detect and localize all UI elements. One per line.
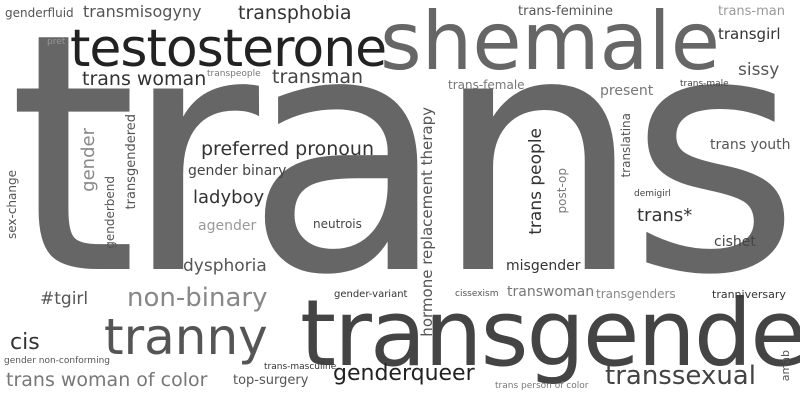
- word-trans-female: trans-female: [448, 78, 525, 92]
- word-genderfluid: genderfluid: [5, 6, 74, 20]
- word-transwoman: transwoman: [507, 284, 595, 300]
- word-genderbend: genderbend: [103, 176, 117, 249]
- word-amab: amab: [779, 350, 792, 382]
- word-transgender: transgender: [300, 280, 800, 387]
- word-dysphoria: dysphoria: [183, 256, 267, 276]
- word-trans-star: trans*: [637, 205, 693, 226]
- word-top-surgery: top-surgery: [233, 373, 309, 388]
- word-cishet: cishet: [714, 234, 756, 250]
- word-transgirl: transgirl: [718, 25, 781, 43]
- word-transmisogyny: transmisogyny: [83, 2, 202, 21]
- word-cissexism: cissexism: [455, 289, 499, 299]
- word-neutrois: neutrois: [313, 217, 362, 231]
- word-transpeople: transpeople: [207, 69, 261, 79]
- word-trans: trans: [8, 0, 800, 347]
- word-transgendered: transgendered: [124, 114, 139, 210]
- word-agender: agender: [198, 218, 257, 234]
- word-shemale: shemale: [380, 0, 720, 88]
- word-present: present: [600, 83, 654, 99]
- word-genderqueer: genderqueer: [333, 361, 475, 386]
- word-trans-people: trans people: [526, 128, 546, 235]
- word-non-binary: non-binary: [127, 283, 268, 313]
- word-hormone-replacement-therapy: hormone replacement therapy: [418, 107, 436, 337]
- word-trans-youth: trans youth: [710, 137, 791, 153]
- word-transphobia: transphobia: [238, 2, 352, 24]
- word-cis: cis: [10, 330, 40, 355]
- word-testosterone: testosterone: [70, 19, 387, 79]
- word-misgender: misgender: [506, 258, 581, 274]
- word-tgirl: #tgirl: [40, 289, 89, 309]
- word-translatina: translatina: [619, 113, 633, 178]
- word-transsexual: transsexual: [605, 361, 756, 391]
- word-trans-woman: trans woman: [82, 68, 207, 90]
- word-trans-masculine: trans-masculine: [264, 362, 337, 372]
- word-transgenders: transgenders: [596, 287, 676, 301]
- word-demigirl: demigirl: [634, 189, 671, 199]
- word-post-op: post-op: [555, 168, 569, 214]
- word-tranniversary: tranniversary: [712, 288, 786, 301]
- word-tranny: tranny: [104, 308, 268, 366]
- word-pret: pret: [47, 37, 66, 47]
- word-trans-feminine: trans-feminine: [518, 4, 614, 19]
- word-trans-male: trans-male: [680, 79, 729, 89]
- word-preferred-pronoun: preferred pronoun: [201, 138, 375, 160]
- word-gender-non-conforming: gender non-conforming: [4, 356, 110, 366]
- word-sex-change: sex-change: [5, 170, 19, 240]
- word-trans-man: trans-man: [718, 4, 785, 19]
- word-gender-binary: gender binary: [188, 163, 287, 179]
- word-trans-woman-of-color: trans woman of color: [6, 369, 208, 391]
- word-sissy: sissy: [738, 60, 780, 80]
- word-ladyboy: ladyboy: [193, 187, 265, 208]
- word-gender: gender: [78, 128, 99, 192]
- word-trans-person-of-color: trans person of color: [495, 381, 589, 391]
- word-gender-variant: gender-variant: [334, 289, 408, 300]
- word-transman: transman: [272, 66, 364, 88]
